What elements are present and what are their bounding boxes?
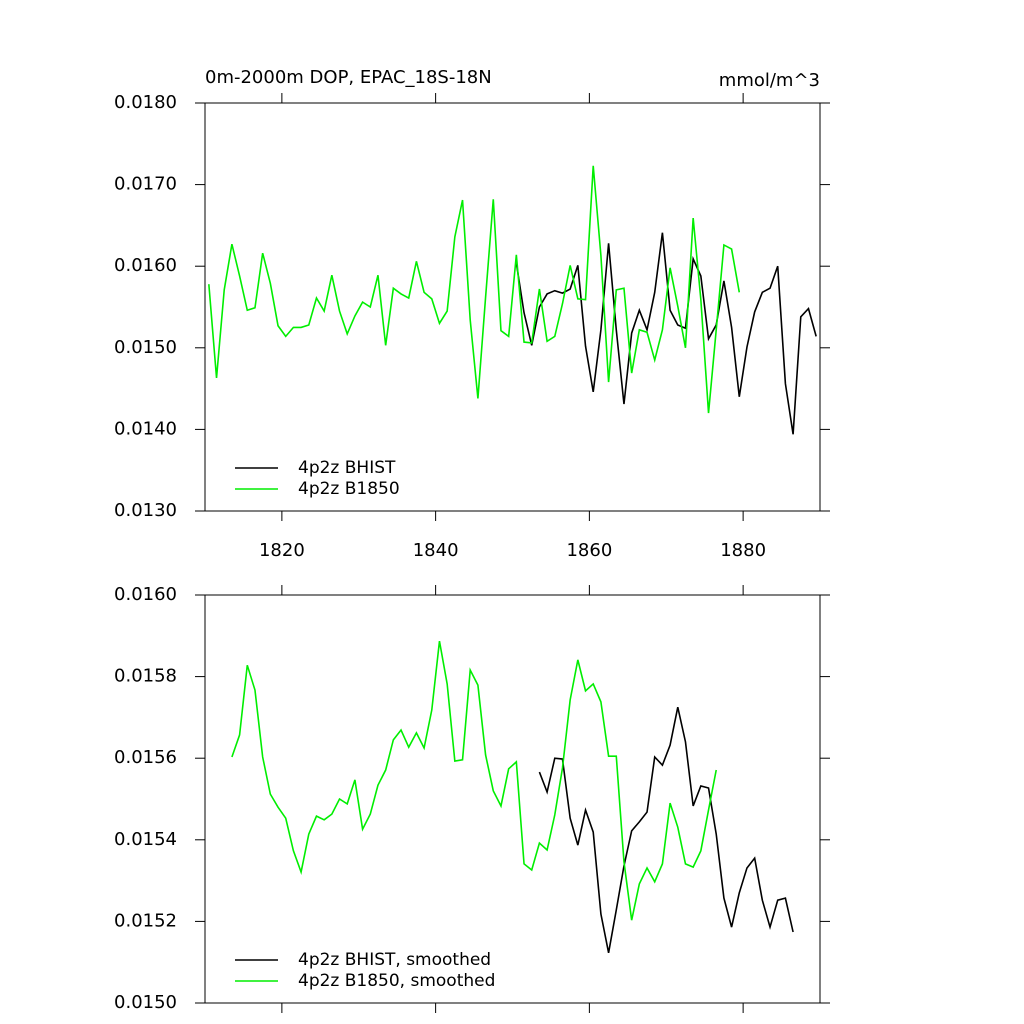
y-tick-label: 0.0160 <box>114 584 177 605</box>
y-tick-label: 0.0150 <box>114 337 177 358</box>
y-tick-label: 0.0140 <box>114 418 177 439</box>
series-line <box>231 640 718 921</box>
y-tick-label: 0.0152 <box>114 910 177 931</box>
x-tick-label: 1880 <box>720 540 766 561</box>
y-tick-label: 0.0150 <box>114 992 177 1013</box>
units-label: mmol/m^3 <box>719 70 820 91</box>
legend-label: 4p2z BHIST <box>298 458 396 478</box>
y-tick-label: 0.0180 <box>114 92 177 113</box>
plot-frame <box>204 594 821 1004</box>
x-tick-label: 1860 <box>566 540 612 561</box>
plot-frame <box>204 102 821 512</box>
chart-title: 0m-2000m DOP, EPAC_18S-18N <box>205 67 492 88</box>
y-tick-label: 0.0170 <box>114 174 177 195</box>
y-tick-label: 0.0158 <box>114 666 177 687</box>
y-tick-label: 0.0160 <box>114 255 177 276</box>
legend-label: 4p2z B1850 <box>298 479 400 499</box>
x-tick-label: 1840 <box>413 540 459 561</box>
y-tick-label: 0.0156 <box>114 747 177 768</box>
x-tick-label: 1820 <box>259 540 305 561</box>
series-line <box>515 232 817 435</box>
series-line <box>208 165 741 414</box>
legend-label: 4p2z B1850, smoothed <box>298 971 495 991</box>
y-tick-label: 0.0130 <box>114 500 177 521</box>
legend-label: 4p2z BHIST, smoothed <box>298 950 491 970</box>
series-line <box>538 707 794 953</box>
y-tick-label: 0.0154 <box>114 829 177 850</box>
